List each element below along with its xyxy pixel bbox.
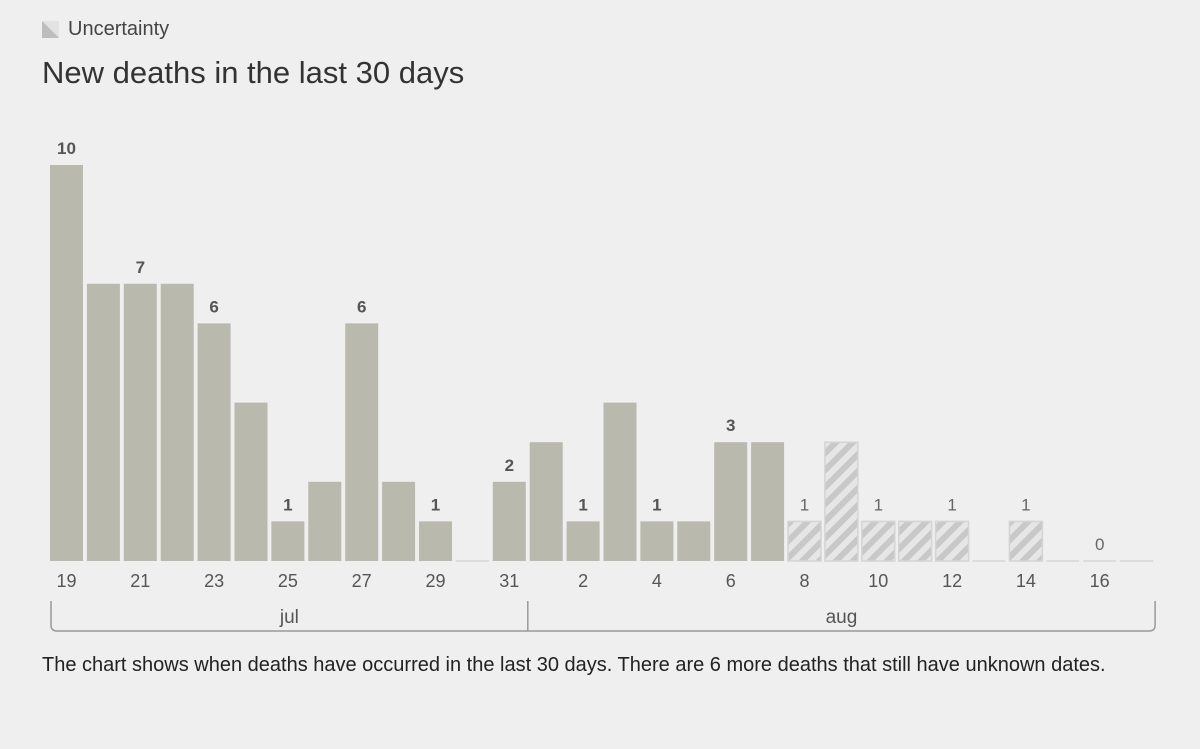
tick-label: 14: [1016, 571, 1036, 591]
bar: [86, 283, 120, 561]
tick-label: 23: [204, 571, 224, 591]
value-label: 6: [357, 297, 366, 316]
chart-title: New deaths in the last 30 days: [42, 55, 465, 90]
bar: [419, 521, 452, 561]
value-label: 0: [1095, 535, 1104, 554]
bar: [640, 521, 674, 561]
uncertain-bar: [787, 520, 822, 562]
bar: [677, 521, 711, 561]
tick-label: 8: [799, 571, 809, 591]
tick-label: 16: [1090, 571, 1110, 591]
value-label: 3: [726, 416, 735, 435]
tick-label: 31: [499, 571, 519, 591]
tick-label: 10: [868, 571, 888, 591]
value-label: 1: [1021, 495, 1030, 514]
bar: [603, 402, 637, 561]
value-label: 6: [209, 297, 218, 316]
bar: [50, 165, 83, 561]
tick-label: 21: [130, 571, 150, 591]
value-label: 7: [136, 258, 145, 277]
uncertain-bar: [1008, 520, 1044, 562]
uncertain-bar: [897, 520, 933, 562]
bar: [308, 481, 342, 561]
tick-label: 27: [352, 571, 372, 591]
bar: [123, 283, 157, 561]
bar: [345, 323, 379, 561]
tick-label: 6: [726, 571, 736, 591]
tick-label: 12: [942, 571, 962, 591]
bar: [566, 521, 600, 561]
bar: [492, 481, 526, 561]
bar: [160, 283, 194, 561]
uncertain-bar: [861, 520, 896, 562]
hatched-swatch-icon: [42, 21, 59, 38]
value-label: 1: [652, 495, 661, 514]
chart-caption: The chart shows when deaths have occurre…: [42, 654, 1106, 676]
month-bracket: [50, 601, 1156, 632]
tick-label: 19: [56, 571, 76, 591]
bar: [751, 442, 785, 561]
value-label: 1: [431, 495, 440, 514]
month-label: jul: [279, 607, 299, 628]
tick-label: 25: [278, 571, 298, 591]
bar: [271, 521, 305, 561]
legend: Uncertainty: [42, 18, 169, 41]
bar: [197, 323, 231, 561]
value-label: 10: [57, 139, 76, 158]
value-label: 1: [578, 495, 587, 514]
bar: [714, 442, 748, 561]
value-label: 1: [283, 495, 292, 514]
bar: [234, 402, 268, 561]
uncertain-bar: [934, 520, 970, 562]
uncertain-bar: [824, 441, 859, 562]
value-label: 1: [800, 495, 809, 514]
tick-label: 2: [578, 571, 588, 591]
bar: [382, 481, 416, 561]
value-label: 1: [874, 495, 883, 514]
legend-label: Uncertainty: [68, 18, 170, 40]
tick-label: 29: [425, 571, 445, 591]
month-label: aug: [826, 607, 858, 628]
value-label: 2: [505, 456, 514, 475]
tick-label: 4: [652, 571, 662, 591]
bar: [529, 442, 563, 561]
value-label: 1: [947, 495, 956, 514]
